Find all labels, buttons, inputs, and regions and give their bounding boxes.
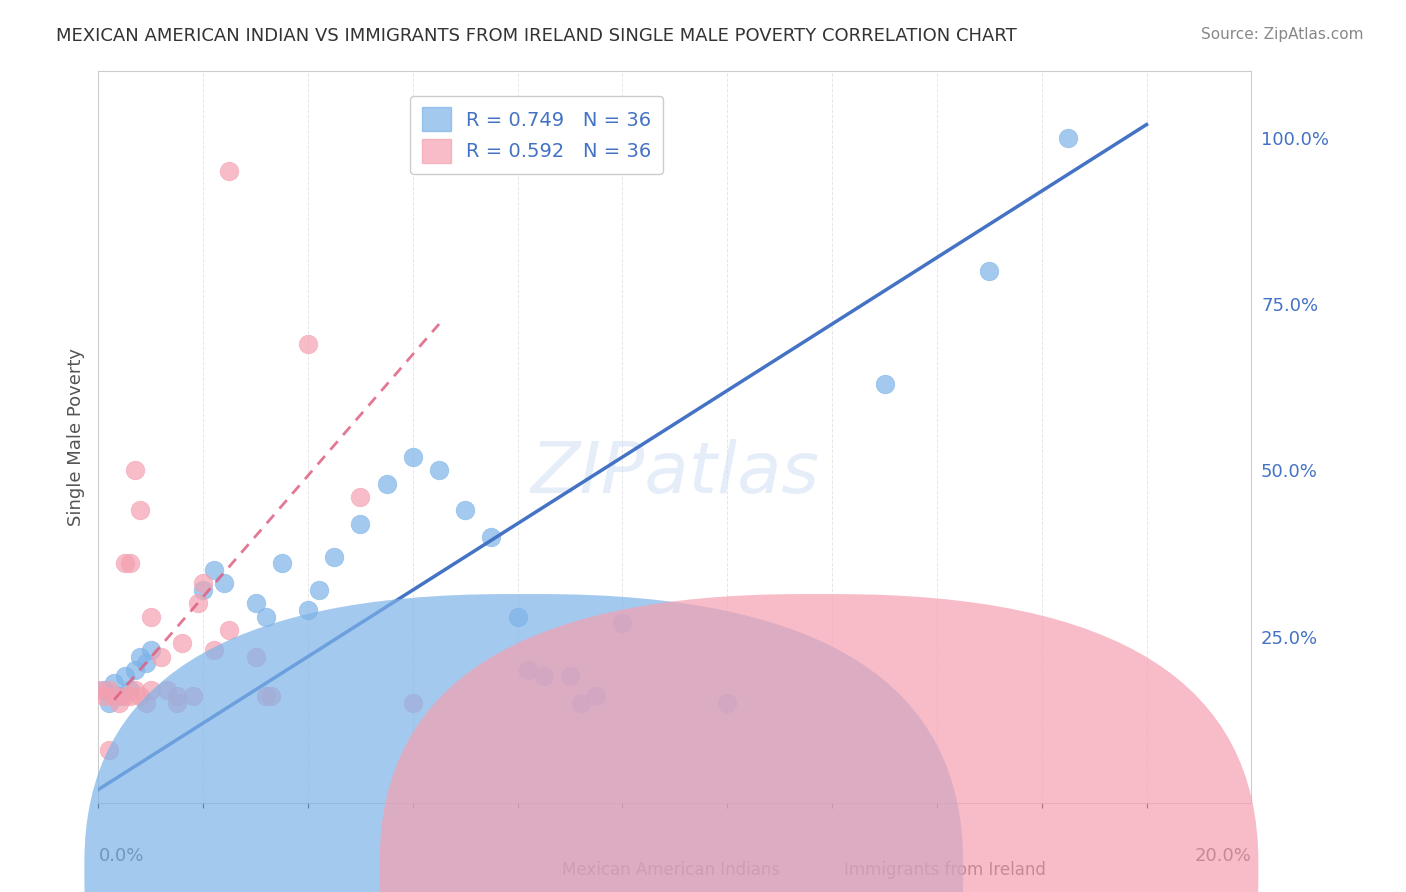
Point bbox=[97, 682, 120, 697]
Point bbox=[517, 663, 540, 677]
Point bbox=[93, 682, 115, 697]
Point bbox=[124, 682, 146, 697]
Point bbox=[558, 669, 581, 683]
Point bbox=[172, 636, 194, 650]
Point bbox=[202, 563, 225, 577]
Y-axis label: Single Male Poverty: Single Male Poverty bbox=[66, 348, 84, 526]
Point bbox=[93, 690, 115, 704]
Point bbox=[118, 682, 141, 697]
Point bbox=[202, 643, 225, 657]
Point bbox=[297, 603, 319, 617]
Point bbox=[114, 557, 136, 571]
Point bbox=[114, 690, 136, 704]
Point bbox=[349, 490, 371, 504]
Point bbox=[187, 596, 209, 610]
Point bbox=[716, 696, 738, 710]
Point bbox=[97, 742, 120, 756]
Point bbox=[108, 696, 131, 710]
Point bbox=[135, 656, 157, 670]
Point bbox=[155, 682, 177, 697]
Point bbox=[308, 582, 330, 597]
Point bbox=[402, 696, 425, 710]
Point bbox=[979, 264, 1001, 278]
Point bbox=[270, 557, 292, 571]
Point bbox=[114, 669, 136, 683]
Point bbox=[139, 682, 162, 697]
Point bbox=[181, 690, 204, 704]
Point bbox=[166, 690, 188, 704]
Point bbox=[245, 596, 267, 610]
Point bbox=[612, 616, 634, 631]
Point bbox=[139, 643, 162, 657]
Point bbox=[533, 669, 555, 683]
Point bbox=[297, 337, 319, 351]
Point bbox=[454, 503, 477, 517]
Point bbox=[402, 450, 425, 464]
Text: 0.0%: 0.0% bbox=[98, 847, 143, 864]
Point bbox=[150, 649, 173, 664]
Point bbox=[506, 609, 529, 624]
Point bbox=[135, 696, 157, 710]
Point bbox=[218, 164, 240, 178]
Point bbox=[873, 376, 896, 391]
Point bbox=[427, 463, 450, 477]
Point bbox=[108, 690, 131, 704]
Text: ZIPatlas: ZIPatlas bbox=[530, 439, 820, 508]
Point bbox=[103, 676, 125, 690]
Text: 20.0%: 20.0% bbox=[1195, 847, 1251, 864]
Point bbox=[1057, 131, 1080, 145]
Point bbox=[129, 649, 152, 664]
Point bbox=[254, 609, 277, 624]
Point bbox=[103, 690, 125, 704]
Text: MEXICAN AMERICAN INDIAN VS IMMIGRANTS FROM IRELAND SINGLE MALE POVERTY CORRELATI: MEXICAN AMERICAN INDIAN VS IMMIGRANTS FR… bbox=[56, 27, 1017, 45]
Legend: R = 0.749   N = 36, R = 0.592   N = 36: R = 0.749 N = 36, R = 0.592 N = 36 bbox=[411, 95, 664, 174]
Point bbox=[124, 663, 146, 677]
Point bbox=[260, 690, 283, 704]
Point bbox=[193, 576, 215, 591]
Point bbox=[218, 623, 240, 637]
Point bbox=[254, 690, 277, 704]
Point bbox=[193, 582, 215, 597]
Point bbox=[349, 516, 371, 531]
Point bbox=[87, 682, 110, 697]
Point bbox=[569, 696, 592, 710]
Point bbox=[323, 549, 346, 564]
Point bbox=[118, 557, 141, 571]
Point bbox=[212, 576, 235, 591]
Point bbox=[375, 476, 398, 491]
Point bbox=[124, 463, 146, 477]
Point bbox=[481, 530, 503, 544]
Text: Source: ZipAtlas.com: Source: ZipAtlas.com bbox=[1201, 27, 1364, 42]
Text: Immigrants from Ireland: Immigrants from Ireland bbox=[844, 861, 1046, 879]
Point bbox=[97, 696, 120, 710]
Text: Mexican American Indians: Mexican American Indians bbox=[562, 861, 780, 879]
Point bbox=[129, 503, 152, 517]
Point bbox=[245, 649, 267, 664]
Point bbox=[139, 609, 162, 624]
Point bbox=[129, 690, 152, 704]
Point bbox=[166, 696, 188, 710]
Point bbox=[585, 690, 607, 704]
Point bbox=[118, 690, 141, 704]
